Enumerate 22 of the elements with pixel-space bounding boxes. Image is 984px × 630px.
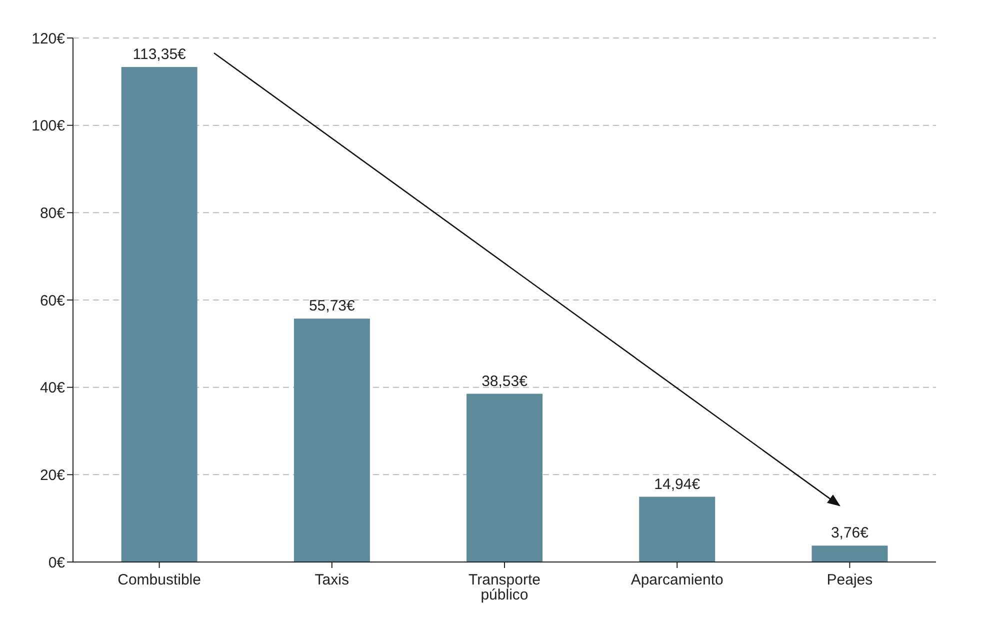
- y-tick-label: 40€: [40, 380, 66, 397]
- bar: [294, 318, 370, 562]
- data-label: 113,35€: [132, 46, 187, 64]
- y-tick-label: 20€: [40, 466, 66, 484]
- x-tick-label: Aparcamiento: [630, 572, 724, 589]
- data-label: 14,94€: [654, 476, 701, 493]
- y-tick-label: 120€: [32, 30, 66, 48]
- x-tick-label: Combustible: [118, 572, 201, 589]
- bar: [466, 394, 543, 562]
- data-label: 55,73€: [308, 298, 356, 315]
- y-tick-label: 100€: [32, 118, 66, 135]
- y-tick-label: 80€: [40, 204, 66, 222]
- x-tick-label: Peajes: [826, 572, 873, 589]
- x-tick-label: Taxis: [314, 572, 349, 589]
- y-tick-label: 60€: [40, 292, 66, 310]
- data-label: 38,53€: [482, 372, 528, 390]
- y-tick-label: 0€: [48, 554, 66, 572]
- x-tick-label: Transporte público: [468, 572, 540, 604]
- data-label: 3,76€: [830, 524, 870, 542]
- bar: [639, 496, 716, 562]
- bar: [121, 67, 198, 562]
- bar: [812, 546, 888, 562]
